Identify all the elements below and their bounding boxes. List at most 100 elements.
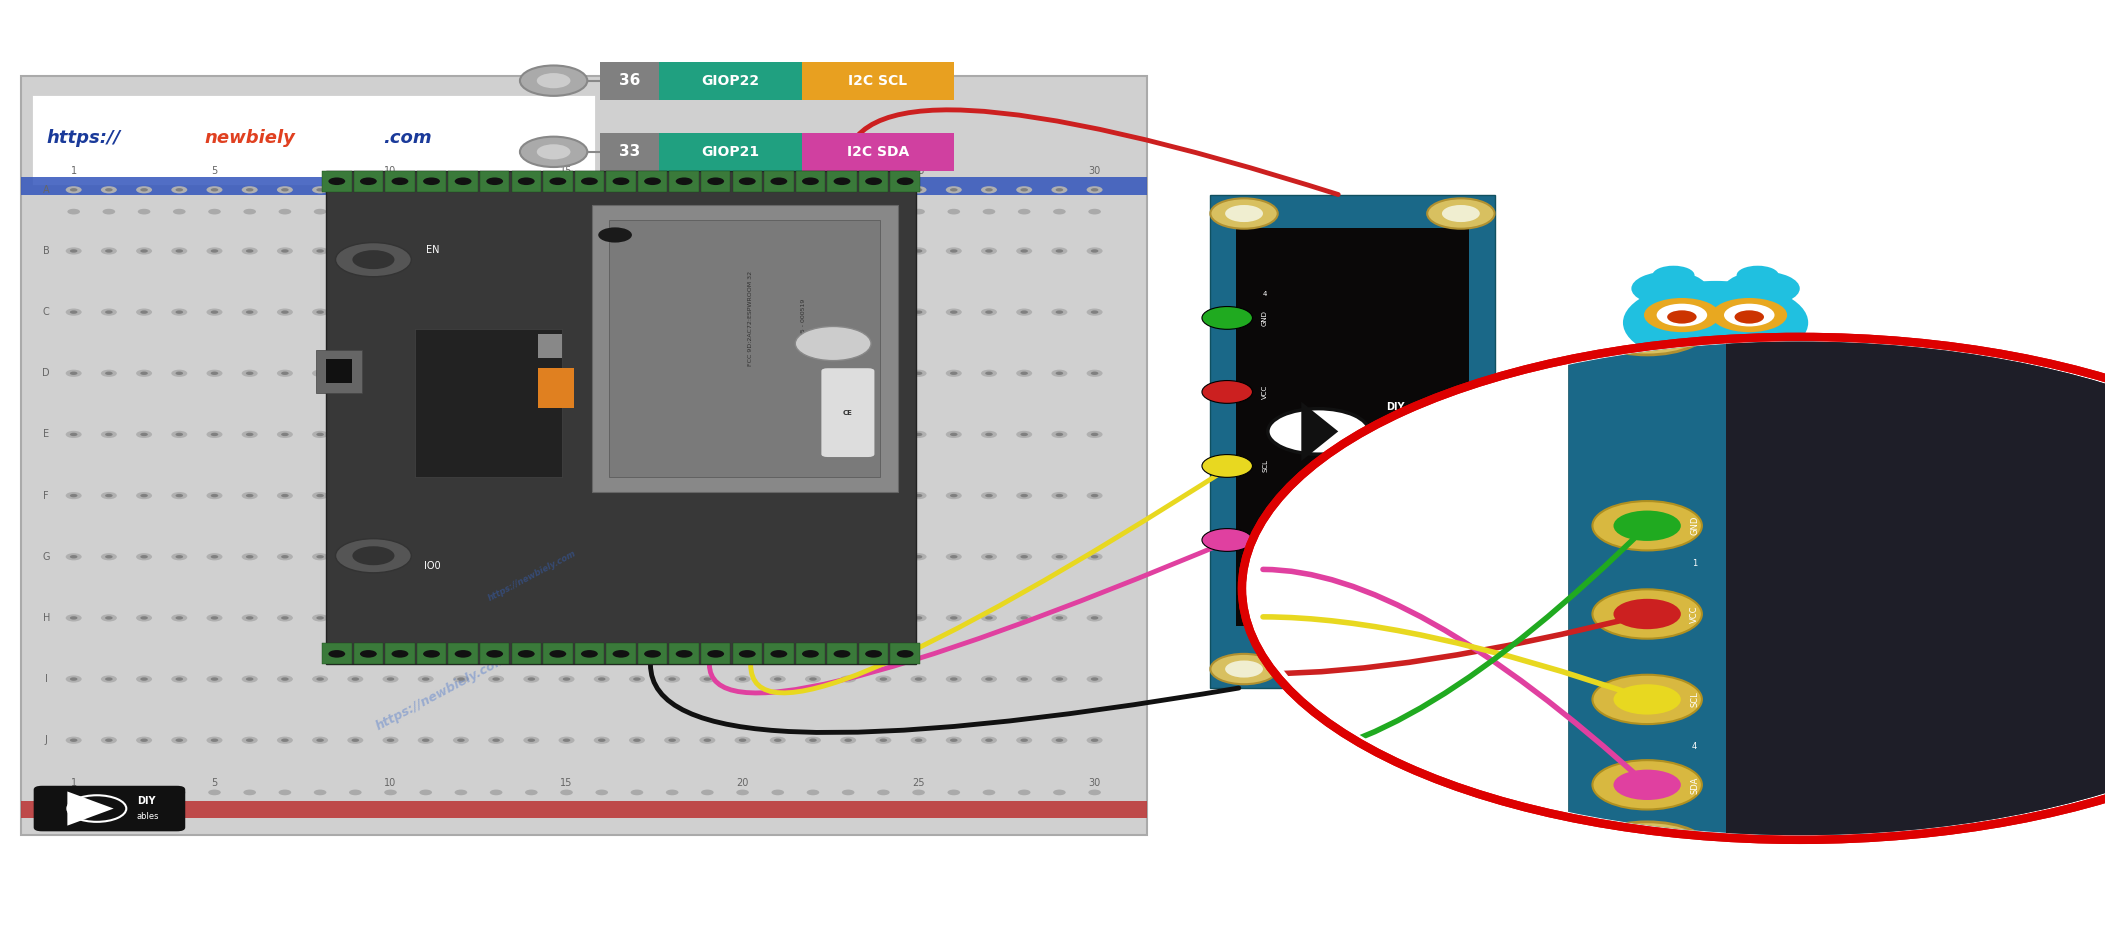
Circle shape: [634, 310, 640, 314]
Circle shape: [1735, 310, 1764, 324]
Circle shape: [246, 616, 253, 620]
Circle shape: [558, 431, 575, 438]
Circle shape: [735, 370, 751, 377]
Circle shape: [876, 248, 890, 254]
Circle shape: [840, 370, 857, 377]
Circle shape: [206, 370, 223, 377]
Circle shape: [69, 310, 78, 314]
Circle shape: [669, 555, 676, 558]
Circle shape: [453, 186, 469, 194]
Bar: [764, 643, 794, 664]
Circle shape: [141, 188, 147, 192]
Circle shape: [949, 616, 958, 620]
Circle shape: [802, 650, 819, 658]
Circle shape: [676, 650, 693, 658]
Circle shape: [137, 736, 152, 744]
Circle shape: [985, 555, 994, 558]
Text: newbiely: newbiely: [204, 129, 295, 146]
Circle shape: [562, 188, 570, 192]
Circle shape: [1055, 616, 1063, 620]
FancyBboxPatch shape: [1615, 356, 1817, 413]
Circle shape: [558, 614, 575, 622]
Circle shape: [981, 370, 998, 377]
Text: SCL: SCL: [1690, 692, 1699, 707]
Circle shape: [775, 616, 781, 620]
Circle shape: [1202, 307, 1252, 329]
Circle shape: [65, 553, 82, 560]
Circle shape: [562, 616, 570, 620]
Circle shape: [387, 555, 394, 558]
Circle shape: [880, 678, 886, 680]
Text: VCC: VCC: [1690, 605, 1699, 623]
Circle shape: [101, 370, 118, 377]
Circle shape: [598, 616, 606, 620]
Circle shape: [945, 431, 962, 438]
Circle shape: [175, 493, 183, 497]
Circle shape: [1225, 661, 1263, 678]
Circle shape: [137, 186, 152, 194]
Circle shape: [802, 177, 819, 185]
Circle shape: [703, 493, 711, 497]
Circle shape: [808, 738, 817, 742]
Bar: [539, 334, 562, 359]
Circle shape: [423, 177, 440, 185]
Circle shape: [457, 555, 465, 558]
Circle shape: [598, 493, 606, 497]
Circle shape: [985, 738, 994, 742]
Circle shape: [880, 616, 886, 620]
Circle shape: [453, 431, 469, 438]
Circle shape: [137, 492, 152, 499]
Circle shape: [101, 308, 118, 316]
Circle shape: [676, 177, 693, 185]
Circle shape: [804, 492, 821, 499]
Text: 4: 4: [1692, 742, 1697, 752]
Circle shape: [417, 370, 434, 377]
Circle shape: [421, 250, 429, 252]
Circle shape: [242, 248, 257, 254]
Circle shape: [1017, 676, 1031, 682]
Circle shape: [594, 614, 610, 622]
Circle shape: [739, 650, 756, 658]
Text: 36: 36: [619, 73, 640, 88]
Circle shape: [328, 177, 345, 185]
Circle shape: [876, 553, 890, 560]
Bar: [512, 171, 541, 192]
Circle shape: [137, 553, 152, 560]
Circle shape: [312, 614, 328, 622]
Circle shape: [387, 678, 394, 680]
Circle shape: [985, 678, 994, 680]
Circle shape: [770, 209, 783, 214]
Circle shape: [316, 493, 324, 497]
Circle shape: [518, 650, 535, 658]
Circle shape: [665, 614, 680, 622]
Circle shape: [916, 188, 922, 192]
Circle shape: [171, 248, 187, 254]
Circle shape: [844, 555, 853, 558]
Circle shape: [455, 177, 472, 185]
Circle shape: [1210, 654, 1278, 684]
Circle shape: [1442, 205, 1480, 222]
Circle shape: [876, 431, 890, 438]
Circle shape: [387, 616, 394, 620]
Circle shape: [537, 144, 570, 159]
Circle shape: [387, 738, 394, 742]
Text: 15: 15: [560, 166, 573, 176]
Circle shape: [562, 433, 570, 437]
Circle shape: [1021, 616, 1027, 620]
Circle shape: [175, 678, 183, 680]
Circle shape: [352, 310, 360, 314]
Circle shape: [911, 736, 926, 744]
Circle shape: [347, 370, 364, 377]
Circle shape: [1050, 308, 1067, 316]
Circle shape: [739, 738, 747, 742]
Circle shape: [770, 492, 785, 499]
Circle shape: [1055, 678, 1063, 680]
Circle shape: [282, 616, 288, 620]
Circle shape: [486, 177, 503, 185]
Circle shape: [549, 650, 566, 658]
Circle shape: [278, 492, 293, 499]
Circle shape: [282, 555, 288, 558]
Circle shape: [840, 186, 857, 194]
Circle shape: [1090, 372, 1099, 375]
Bar: [600, 133, 659, 171]
